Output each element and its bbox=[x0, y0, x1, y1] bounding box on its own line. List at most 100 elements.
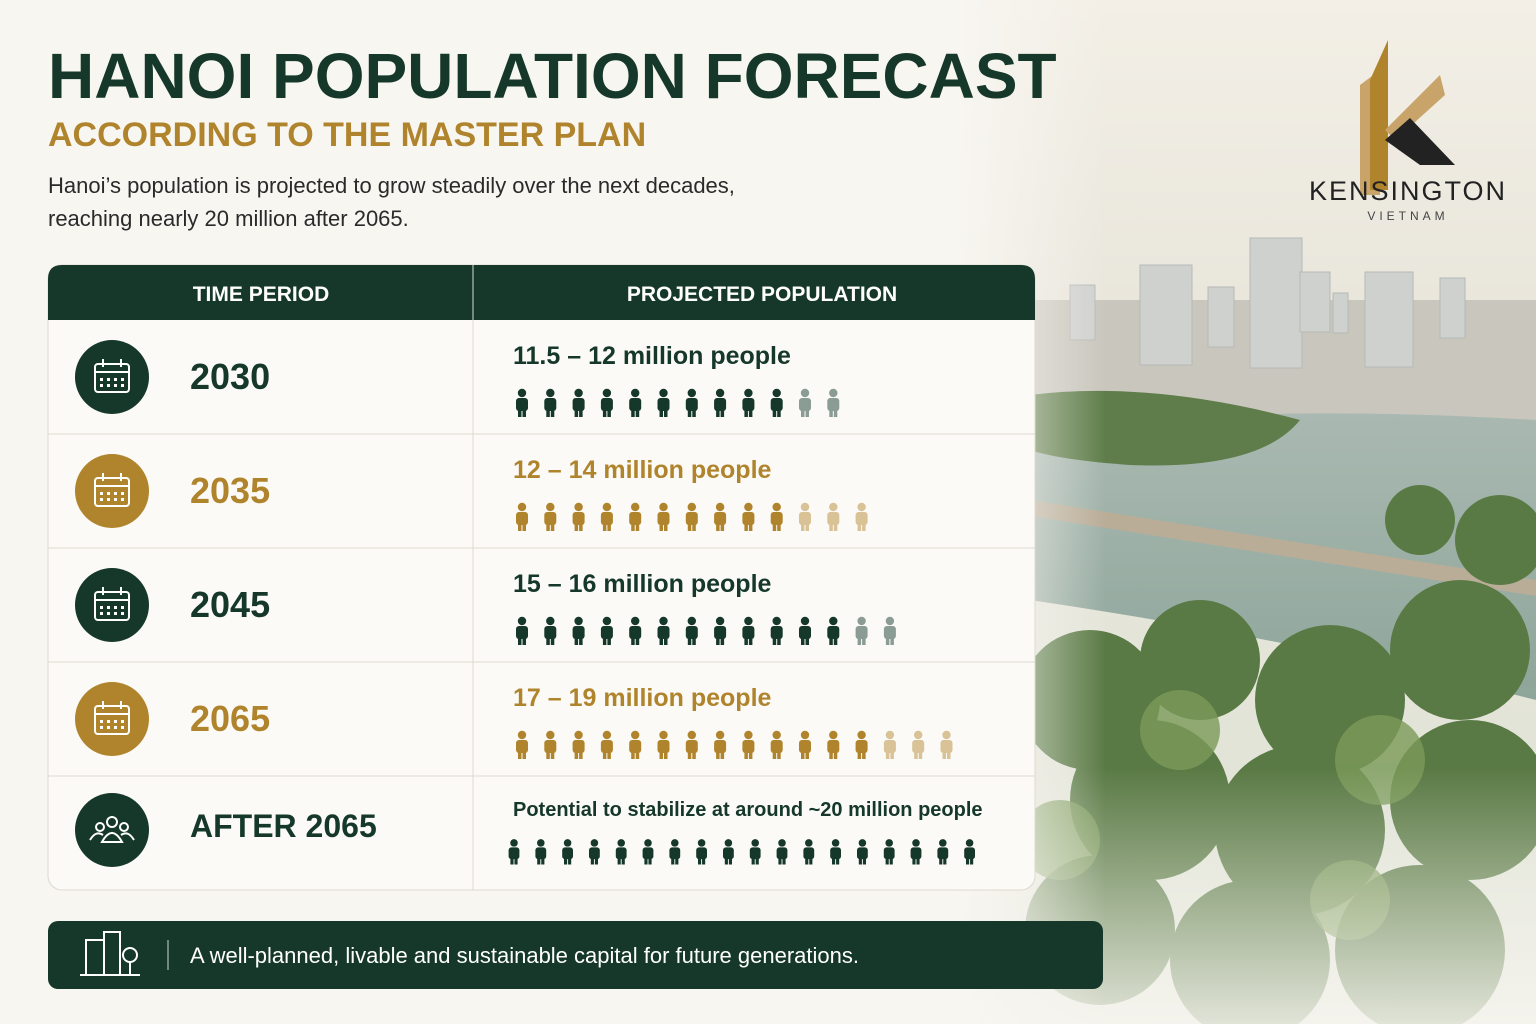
person-icon bbox=[589, 839, 600, 865]
person-icon bbox=[770, 730, 783, 759]
person-icon bbox=[516, 616, 528, 645]
person-icon bbox=[857, 839, 868, 865]
table-row: 2035 12 – 14 million people bbox=[48, 433, 1035, 531]
period: 2065 bbox=[190, 698, 270, 739]
logo: KENSINGTON VIETNAM bbox=[1309, 40, 1507, 223]
person-icon bbox=[657, 730, 670, 759]
person-icon bbox=[629, 388, 642, 417]
person-icon bbox=[544, 730, 557, 759]
person-icon bbox=[799, 730, 811, 759]
period-icon bbox=[75, 568, 149, 642]
person-icon bbox=[685, 730, 698, 759]
person-icon bbox=[642, 839, 654, 865]
person-icon bbox=[535, 839, 547, 865]
person-icon bbox=[883, 616, 896, 645]
person-icon bbox=[696, 839, 707, 865]
period-icon bbox=[75, 793, 149, 867]
footer: A well-planned, livable and sustainable … bbox=[48, 921, 1103, 989]
person-icon bbox=[544, 388, 557, 417]
population: 11.5 – 12 million people bbox=[513, 342, 791, 370]
person-icon bbox=[742, 616, 755, 645]
subtitle: ACCORDING TO THE MASTER PLAN bbox=[48, 116, 646, 154]
population: 15 – 16 million people bbox=[513, 570, 772, 598]
person-icon bbox=[749, 839, 761, 865]
table-row: AFTER 2065 Potential to stabilize at arou… bbox=[48, 775, 1035, 867]
person-icon bbox=[600, 502, 613, 531]
person-icon bbox=[803, 839, 815, 865]
person-icon bbox=[855, 730, 868, 759]
icon-glyph bbox=[94, 701, 130, 735]
person-icon bbox=[615, 839, 627, 865]
person-icon bbox=[855, 616, 868, 645]
person-icon bbox=[770, 502, 783, 531]
person-icon bbox=[572, 502, 585, 531]
table: TIME PERIOD PROJECTED POPULATION 2030 11.… bbox=[47, 264, 1036, 891]
person-icon bbox=[685, 388, 698, 417]
logo-tagline: VIETNAM bbox=[1367, 209, 1448, 223]
person-icon bbox=[776, 839, 788, 865]
table-row: 2065 17 – 19 million people bbox=[48, 661, 1035, 759]
person-icon bbox=[572, 616, 585, 645]
period: AFTER 2065 bbox=[190, 808, 377, 844]
person-icon bbox=[685, 616, 698, 645]
person-icon bbox=[723, 839, 734, 865]
person-icon bbox=[770, 388, 783, 417]
logo-name: KENSINGTON bbox=[1309, 176, 1507, 206]
description: reaching nearly 20 million after 2065. bbox=[48, 206, 409, 231]
person-icon bbox=[883, 730, 896, 759]
icon-glyph bbox=[89, 816, 135, 843]
footer-text: A well-planned, livable and sustainable … bbox=[190, 943, 859, 968]
person-icon bbox=[657, 616, 670, 645]
person-icon bbox=[827, 388, 840, 417]
table-row: 2030 11.5 – 12 million people bbox=[75, 340, 840, 417]
person-icon bbox=[516, 730, 528, 759]
person-icon bbox=[572, 388, 585, 417]
person-icon bbox=[629, 502, 642, 531]
person-icon bbox=[714, 616, 727, 645]
period: 2045 bbox=[190, 584, 270, 625]
person-icon bbox=[799, 502, 811, 531]
column-header: PROJECTED POPULATION bbox=[627, 283, 897, 306]
person-icon bbox=[912, 730, 925, 759]
population: 17 – 19 million people bbox=[513, 684, 772, 712]
person-icon bbox=[827, 730, 840, 759]
icon-glyph bbox=[94, 587, 130, 621]
person-icon bbox=[714, 388, 727, 417]
description: Hanoi’s population is projected to grow … bbox=[48, 173, 735, 198]
person-icon bbox=[883, 839, 895, 865]
person-icon bbox=[937, 839, 949, 865]
title: HANOI POPULATION FORECAST bbox=[48, 40, 1057, 112]
person-icon bbox=[964, 839, 975, 865]
person-icon bbox=[657, 388, 670, 417]
person-icon bbox=[770, 616, 783, 645]
person-icon bbox=[508, 839, 520, 865]
period: 2030 bbox=[190, 356, 270, 397]
person-icon bbox=[600, 616, 613, 645]
person-icon bbox=[516, 502, 528, 531]
person-icon bbox=[544, 616, 557, 645]
person-icon bbox=[799, 388, 811, 417]
table-row: 2045 15 – 16 million people bbox=[48, 547, 1035, 645]
period-icon bbox=[75, 454, 149, 528]
person-icon bbox=[600, 730, 613, 759]
icon-glyph bbox=[94, 359, 130, 393]
person-icon bbox=[742, 388, 755, 417]
person-icon bbox=[714, 502, 727, 531]
person-icon bbox=[669, 839, 681, 865]
person-icon bbox=[827, 616, 840, 645]
person-icon bbox=[799, 616, 811, 645]
person-icon bbox=[657, 502, 670, 531]
person-icon bbox=[544, 502, 557, 531]
person-icon bbox=[855, 502, 868, 531]
person-icon bbox=[742, 730, 755, 759]
person-icon bbox=[600, 388, 613, 417]
person-icon bbox=[562, 839, 573, 865]
person-icon bbox=[629, 730, 642, 759]
person-icon bbox=[910, 839, 922, 865]
person-icon bbox=[629, 616, 642, 645]
person-icon bbox=[516, 388, 528, 417]
period-icon bbox=[75, 340, 149, 414]
period-icon bbox=[75, 682, 149, 756]
person-icon bbox=[685, 502, 698, 531]
